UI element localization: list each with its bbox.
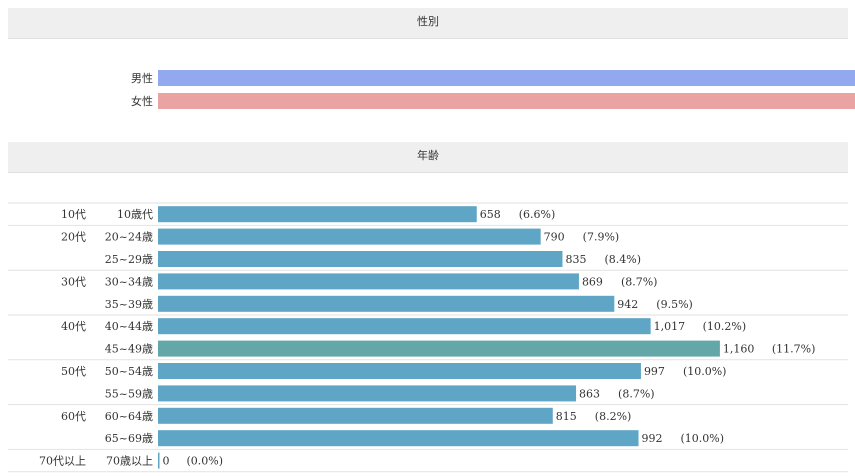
age-category-label: 70歳以上 [106,455,153,468]
gender-category-label: 男性 [131,71,153,85]
age-percent-label: (6.6%) [519,208,556,221]
age-percent-label: (0.0%) [187,455,224,468]
section-header-age: 年齢 [8,142,848,173]
age-percent-label: (8.7%) [618,387,655,400]
age-percent-label: (8.4%) [604,253,641,266]
age-value-label: 0 [163,455,170,468]
age-value-label: 869 [582,275,603,288]
age-bar [158,273,579,290]
age-category-label: 10歳代 [117,208,153,221]
age-group-label: 70代以上 [39,455,86,468]
age-bar [158,318,651,335]
age-value-label: 942 [617,298,638,311]
age-bar [158,363,641,379]
age-bar [158,295,615,312]
age-percent-label: (8.2%) [595,410,632,423]
age-category-label: 40~44歳 [105,320,153,333]
age-bar [158,430,639,447]
age-category-label: 45~49歳 [105,343,153,356]
age-group-label: 10代 [61,208,86,221]
gender-category-label: 女性 [131,94,153,108]
gender-bar [158,70,855,86]
age-category-label: 50~54歳 [105,365,153,378]
age-value-label: 790 [544,231,565,244]
age-category-label: 20~24歳 [105,231,153,244]
age-bar [158,206,477,223]
age-bar [158,385,577,402]
age-value-label: 1,160 [723,343,755,356]
age-category-label: 60~64歳 [105,410,153,423]
age-bar [158,340,720,357]
age-percent-label: (9.5%) [656,298,693,311]
age-percent-label: (10.0%) [683,365,727,378]
age-bar [158,228,541,245]
section-header-gender: 性別 [8,8,848,39]
age-value-label: 815 [556,410,577,423]
age-category-label: 65~69歳 [105,432,153,445]
age-value-label: 1,017 [654,320,686,333]
age-percent-label: (8.7%) [621,275,658,288]
age-category-label: 30~34歳 [105,275,153,288]
age-category-label: 35~39歳 [105,298,153,311]
age-category-label: 55~59歳 [105,387,153,400]
age-category-label: 25~29歳 [105,253,153,266]
age-value-label: 992 [642,432,663,445]
age-bar [158,407,553,424]
age-bar [158,452,160,469]
age-percent-label: (10.0%) [681,432,725,445]
age-value-label: 658 [480,208,501,221]
age-group-label: 20代 [61,231,86,244]
age-value-label: 863 [579,387,600,400]
age-group-label: 30代 [61,275,86,288]
age-value-label: 997 [644,365,665,378]
age-group-label: 40代 [61,320,86,333]
age-percent-label: (7.9%) [583,231,620,244]
age-value-label: 835 [565,253,586,266]
age-group-label: 50代 [61,365,86,378]
age-percent-label: (10.2%) [703,320,747,333]
gender-bar [158,93,855,109]
age-bar [158,251,563,267]
age-percent-label: (11.7%) [772,343,816,356]
age-group-label: 60代 [61,410,86,423]
